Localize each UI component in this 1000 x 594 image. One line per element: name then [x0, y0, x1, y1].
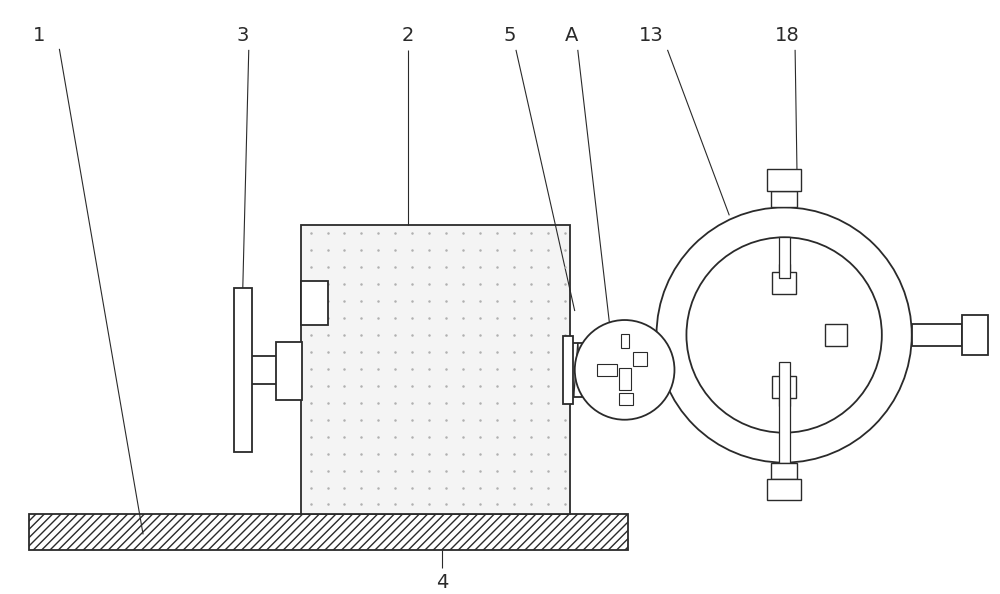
Text: 4: 4 — [436, 573, 448, 592]
Bar — [779, 264, 790, 272]
Bar — [621, 334, 629, 348]
Bar — [779, 237, 790, 278]
Bar — [276, 342, 302, 400]
Bar — [825, 324, 847, 346]
Bar — [301, 225, 570, 514]
Bar — [234, 288, 252, 451]
Bar — [772, 272, 796, 294]
Bar — [779, 362, 790, 463]
Text: 18: 18 — [775, 26, 800, 45]
Bar — [779, 398, 790, 406]
Text: 3: 3 — [237, 26, 249, 45]
Bar — [29, 514, 628, 550]
Bar — [771, 191, 797, 207]
Bar — [563, 336, 573, 404]
Text: 2: 2 — [402, 26, 414, 45]
Bar — [301, 281, 328, 325]
Bar — [767, 169, 801, 191]
Bar — [597, 364, 617, 376]
Text: A: A — [565, 26, 578, 45]
Circle shape — [657, 207, 912, 463]
Bar — [633, 352, 647, 366]
Bar — [619, 368, 631, 390]
Text: 1: 1 — [33, 26, 46, 45]
Bar — [962, 315, 988, 355]
Bar — [767, 479, 801, 501]
Circle shape — [575, 320, 674, 420]
Bar — [619, 393, 633, 405]
Text: 13: 13 — [639, 26, 664, 45]
Text: 5: 5 — [504, 26, 516, 45]
Circle shape — [686, 237, 882, 432]
Bar — [772, 376, 796, 398]
Bar — [771, 463, 797, 479]
Bar — [912, 324, 962, 346]
